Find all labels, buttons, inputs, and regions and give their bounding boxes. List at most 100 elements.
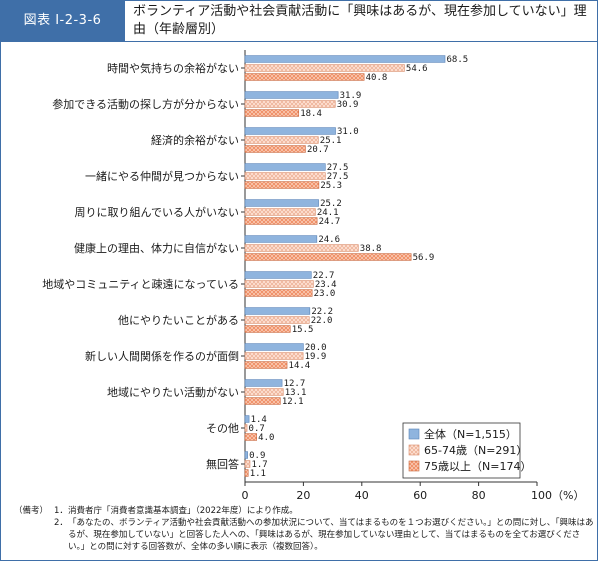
category-label: 地域やコミュニティと疎遠になっている <box>42 278 239 291</box>
data-label: 68.5 <box>447 55 469 65</box>
category-label: 無回答 <box>206 457 239 471</box>
data-label: 31.0 <box>337 127 359 137</box>
category-label: 一緒にやる仲間が見つからない <box>85 169 239 183</box>
bar-65-74 <box>244 352 304 360</box>
bar-65-74 <box>244 316 310 324</box>
data-label: 24.1 <box>317 208 339 218</box>
data-label: 15.5 <box>292 325 314 335</box>
x-tick-label: 0 <box>242 489 249 502</box>
bar-65-74 <box>244 424 248 432</box>
bar-75-plus <box>244 325 291 333</box>
note-text: 「あなたの、ボランティア活動や社会貢献活動への参加状況について、当てはまるものを… <box>68 518 594 552</box>
bar-all <box>244 91 339 99</box>
data-label: 30.9 <box>337 100 359 110</box>
data-label: 31.9 <box>340 91 362 101</box>
data-label: 23.4 <box>315 280 337 290</box>
data-label: 54.6 <box>406 64 428 74</box>
bar-all <box>244 343 304 351</box>
category-label: 経済的余裕がない <box>151 133 239 147</box>
bar-65-74 <box>244 100 336 108</box>
data-label: 0.7 <box>249 424 265 434</box>
figure-label: 図表 I-2-3-6 <box>0 0 125 42</box>
legend-swatch <box>408 460 420 472</box>
chart-category-labels: 時間や気持ちの余裕がない参加できる活動の探し方が分からない経済的余裕がない一緒に… <box>42 61 239 471</box>
legend-entry: 全体（N=1,515） <box>424 427 517 441</box>
data-label: 23.0 <box>314 289 336 299</box>
x-tick-label: 40 <box>355 489 369 502</box>
data-label: 12.1 <box>282 397 304 407</box>
bar-all <box>244 415 250 423</box>
legend-entry: 75歳以上（N=174） <box>424 460 531 473</box>
data-label: 22.2 <box>311 307 333 317</box>
bar-all <box>244 199 319 207</box>
data-label: 27.5 <box>327 163 349 173</box>
note-row-2: 2． 「あなたの、ボランティア活動や社会貢献活動への参加状況について、当てはまる… <box>14 517 594 553</box>
data-label: 14.4 <box>289 361 311 371</box>
data-label: 24.6 <box>318 235 340 245</box>
note-text: 消費者庁「消費者意識基本調査」（2022年度）により作成。 <box>68 506 298 516</box>
data-label: 20.0 <box>305 343 327 353</box>
bar-75-plus <box>244 361 288 369</box>
bar-75-plus <box>244 181 320 189</box>
bar-all <box>244 379 283 387</box>
bar-65-74 <box>244 136 319 144</box>
bar-75-plus <box>244 469 249 477</box>
bar-75-plus <box>244 145 306 153</box>
x-tick-label: 60 <box>413 489 427 502</box>
bar-65-74 <box>244 64 405 72</box>
x-tick-label: 100（%） <box>531 489 584 502</box>
bar-all <box>244 451 248 459</box>
legend-swatch <box>408 428 420 440</box>
bar-all <box>244 271 312 279</box>
bar-75-plus <box>244 73 365 81</box>
data-label: 25.1 <box>320 136 342 146</box>
bar-75-plus <box>244 433 257 441</box>
chart-x-ticks: 0 20 40 60 80 100（%） <box>242 482 584 502</box>
notes-label: （備考） <box>14 506 49 516</box>
figure-header: 図表 I-2-3-6 ボランティア活動や社会貢献活動に「興味はあるが、現在参加し… <box>0 0 598 42</box>
category-label: 地域にやりたい活動がない <box>107 385 239 399</box>
data-label: 40.8 <box>366 73 388 83</box>
bar-65-74 <box>244 388 284 396</box>
data-label: 25.3 <box>320 181 342 191</box>
bar-chart: 68.5 54.6 40.8 31.930.9 18.4 31.025.120.7 27.5… <box>42 50 584 502</box>
bar-all <box>244 307 311 315</box>
category-label: その他 <box>206 422 239 435</box>
chart-legend: 全体（N=1,515） 65-74歳（N=291） 75歳以上（N=174） <box>402 422 531 479</box>
category-label: 周りに取り組んでいる人がいない <box>75 205 239 219</box>
data-label: 56.9 <box>413 253 435 263</box>
data-label: 0.9 <box>249 451 265 461</box>
legend-entry: 65-74歳（N=291） <box>424 444 527 457</box>
category-label: 参加できる活動の探し方が分からない <box>52 97 239 111</box>
bar-all <box>244 55 446 63</box>
data-label: 4.0 <box>258 433 274 443</box>
chart-bars: 68.5 54.6 40.8 31.930.9 18.4 31.025.120.7 27.5… <box>244 55 469 479</box>
data-label: 20.7 <box>307 145 329 155</box>
bar-75-plus <box>244 253 412 261</box>
legend-swatch <box>408 444 420 456</box>
data-label: 22.7 <box>313 271 335 281</box>
bar-75-plus <box>244 109 300 117</box>
notes: （備考） 1． 消費者庁「消費者意識基本調査」（2022年度）により作成。 2．… <box>14 505 594 553</box>
note-row-1: （備考） 1． 消費者庁「消費者意識基本調査」（2022年度）により作成。 <box>14 505 594 517</box>
data-label: 13.1 <box>285 388 307 398</box>
x-tick-label: 20 <box>296 489 310 502</box>
data-label: 19.9 <box>305 352 327 362</box>
x-tick-label: 80 <box>472 489 486 502</box>
bar-all <box>244 163 326 171</box>
category-label: 他にやりたいことがある <box>118 313 239 327</box>
data-label: 24.7 <box>319 217 341 227</box>
data-label: 12.7 <box>284 379 306 389</box>
data-label: 27.5 <box>327 172 349 182</box>
category-label: 時間や気持ちの余裕がない <box>107 61 239 75</box>
data-label: 38.8 <box>360 244 382 254</box>
bar-75-plus <box>244 289 313 297</box>
figure-title: ボランティア活動や社会貢献活動に「興味はあるが、現在参加していない」理由（年齢層… <box>133 4 587 37</box>
bar-65-74 <box>244 244 359 252</box>
note-number: 1． <box>54 506 68 516</box>
bar-75-plus <box>244 217 318 225</box>
chart-grid <box>241 50 537 483</box>
bar-all <box>244 235 318 243</box>
data-label: 1.1 <box>250 469 266 479</box>
